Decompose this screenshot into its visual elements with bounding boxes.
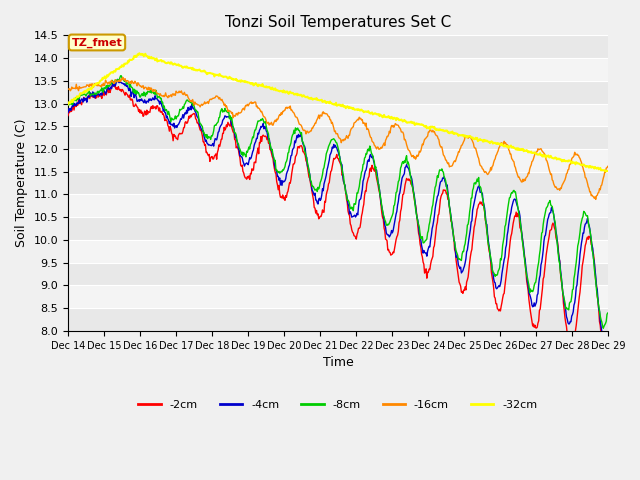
Title: Tonzi Soil Temperatures Set C: Tonzi Soil Temperatures Set C xyxy=(225,15,451,30)
Bar xyxy=(68,149,608,172)
Bar xyxy=(68,217,608,240)
Bar xyxy=(68,81,608,104)
Bar xyxy=(68,286,608,308)
Bar xyxy=(68,194,608,217)
Bar xyxy=(68,104,608,126)
Bar xyxy=(68,172,608,194)
Legend: -2cm, -4cm, -8cm, -16cm, -32cm: -2cm, -4cm, -8cm, -16cm, -32cm xyxy=(134,395,542,414)
Bar xyxy=(68,58,608,81)
Bar xyxy=(68,308,608,331)
Bar xyxy=(68,240,608,263)
Y-axis label: Soil Temperature (C): Soil Temperature (C) xyxy=(15,119,28,247)
Text: TZ_fmet: TZ_fmet xyxy=(72,37,122,48)
Bar xyxy=(68,36,608,58)
X-axis label: Time: Time xyxy=(323,356,353,369)
Bar xyxy=(68,263,608,286)
Bar xyxy=(68,126,608,149)
